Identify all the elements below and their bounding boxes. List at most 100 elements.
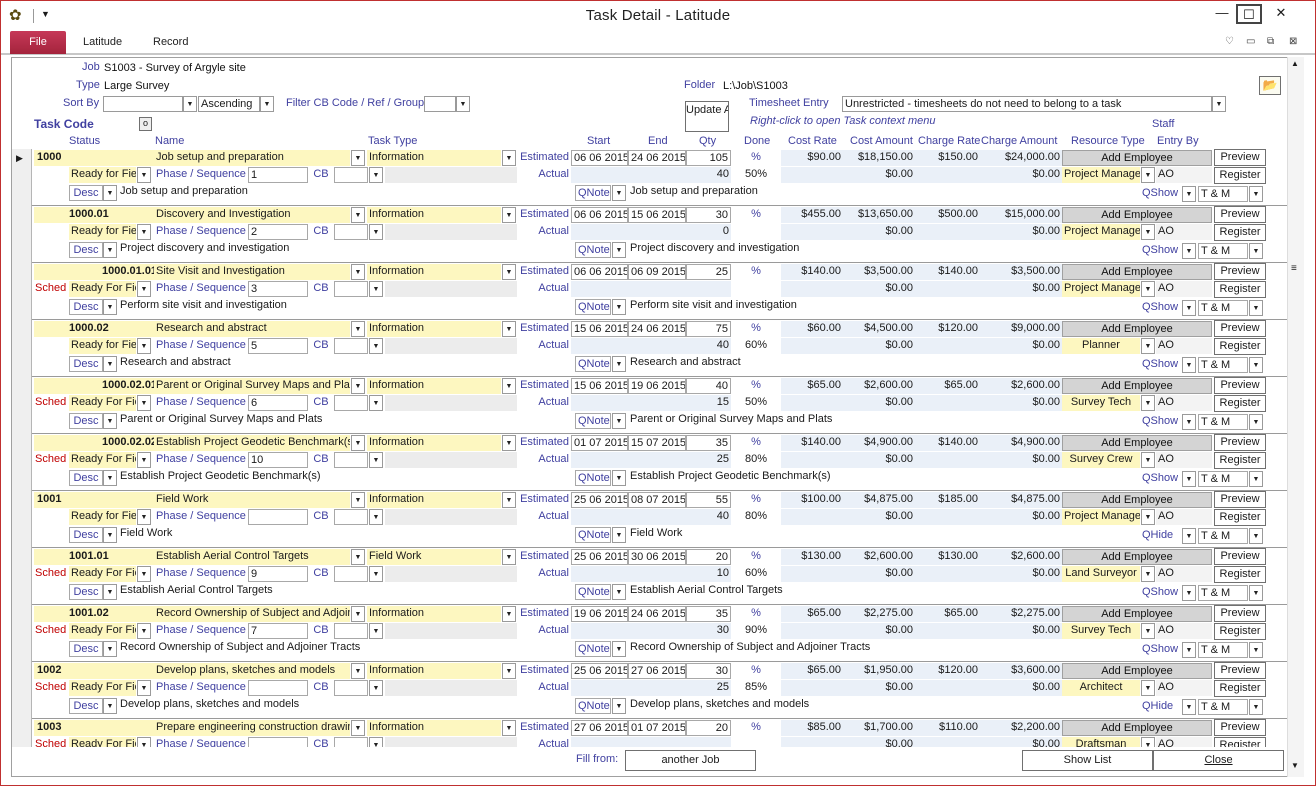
task-description[interactable]: Job setup and preparation (120, 185, 248, 197)
minimize-button[interactable]: — (1208, 4, 1236, 24)
charge-amount[interactable]: $15,000.00 (980, 207, 1062, 223)
task-code-button[interactable]: o (139, 117, 152, 131)
task-code[interactable]: 1000 (34, 150, 154, 166)
preview-button[interactable]: Preview (1214, 491, 1266, 508)
cb-select[interactable] (334, 623, 368, 639)
record-selector[interactable] (12, 548, 32, 605)
status-dropdown[interactable]: ▼ (137, 224, 151, 240)
cost-amount[interactable]: $13,650.00 (843, 207, 915, 223)
task-name[interactable]: Record Ownership of Subject and Adjoinin… (154, 606, 350, 622)
register-button[interactable]: Register (1214, 737, 1266, 747)
done-percent[interactable] (731, 224, 781, 240)
cb-dropdown[interactable]: ▼ (369, 395, 383, 411)
sort-order-dropdown[interactable]: ▼ (260, 96, 274, 112)
task-code[interactable]: 1001.02 (34, 606, 154, 622)
sortby-select[interactable] (103, 96, 183, 112)
task-name[interactable]: Site Visit and Investigation (154, 264, 350, 280)
task-name-dropdown[interactable]: ▼ (351, 264, 365, 280)
task-name[interactable]: Prepare engineering construction drawing… (154, 720, 350, 736)
resource-type-dropdown[interactable]: ▼ (1141, 167, 1155, 183)
cost-amount[interactable]: $4,875.00 (843, 492, 915, 508)
task-record[interactable]: 1001.01 Establish Aerial Control Targets ▼… (12, 548, 1292, 605)
vertical-scrollbar[interactable]: ▲ ≡ ▼ (1287, 57, 1304, 777)
start-date[interactable]: 27 06 2015 (571, 720, 628, 736)
entry-by-value[interactable]: AO (1156, 509, 1212, 525)
sequence-input[interactable]: 6 (248, 395, 308, 411)
cost-amount[interactable]: $18,150.00 (843, 150, 915, 166)
desc-dropdown[interactable]: ▼ (103, 356, 117, 372)
charge-amount[interactable]: $2,200.00 (980, 720, 1062, 736)
task-name-dropdown[interactable]: ▼ (351, 549, 365, 565)
billing-select[interactable]: T & M (1198, 357, 1248, 373)
sequence-input[interactable]: 1 (248, 167, 308, 183)
task-description[interactable]: Research and abstract (120, 356, 231, 368)
desc-label[interactable]: Desc (69, 698, 103, 714)
desc-label[interactable]: Desc (69, 413, 103, 429)
task-type[interactable]: Information (367, 606, 501, 622)
task-description[interactable]: Perform site visit and investigation (120, 299, 287, 311)
task-type-dropdown[interactable]: ▼ (502, 378, 516, 394)
status-select[interactable]: Ready for Fie (69, 509, 136, 525)
charge-amount[interactable]: $4,875.00 (980, 492, 1062, 508)
charge-amount[interactable]: $9,000.00 (980, 321, 1062, 337)
cost-rate[interactable]: $90.00 (781, 150, 843, 166)
preview-button[interactable]: Preview (1214, 377, 1266, 394)
task-record[interactable]: 1000.02.02 Establish Project Geodetic Ben… (12, 434, 1292, 491)
charge-rate[interactable]: $120.00 (915, 663, 980, 679)
quick-access-dropdown-icon[interactable]: ▼ (41, 9, 50, 19)
task-description[interactable]: Parent or Original Survey Maps and Plats (120, 413, 323, 425)
task-type-dropdown[interactable]: ▼ (502, 720, 516, 736)
qnote-label[interactable]: QNote (575, 242, 611, 258)
task-code[interactable]: 1000.01 (34, 207, 154, 223)
task-record[interactable]: ▶ 1000 Job setup and preparation ▼ Informati… (12, 149, 1292, 206)
qnote-label[interactable]: QNote (575, 356, 611, 372)
desc-label[interactable]: Desc (69, 641, 103, 657)
qty-estimated[interactable]: 40 (686, 378, 731, 394)
end-date[interactable]: 24 06 2015 (628, 606, 686, 622)
status-select[interactable]: Ready For Fie (69, 623, 136, 639)
quote-note[interactable]: Develop plans, sketches and models (630, 698, 810, 710)
preview-button[interactable]: Preview (1214, 719, 1266, 736)
cb-select[interactable] (334, 167, 368, 183)
resource-type-select[interactable]: Project Manager (1062, 509, 1140, 525)
task-code[interactable]: 1002 (34, 663, 154, 679)
end-date[interactable]: 24 06 2015 (628, 321, 686, 337)
status-dropdown[interactable]: ▼ (137, 737, 151, 747)
sequence-input[interactable]: 7 (248, 623, 308, 639)
cb-dropdown[interactable]: ▼ (369, 509, 383, 525)
task-type[interactable]: Information (367, 663, 501, 679)
task-type[interactable]: Information (367, 321, 501, 337)
preview-button[interactable]: Preview (1214, 605, 1266, 622)
scroll-down-icon[interactable]: ▼ (1291, 761, 1299, 770)
sort-order-select[interactable]: Ascending (198, 96, 260, 112)
cost-rate[interactable]: $100.00 (781, 492, 843, 508)
another-job-button[interactable]: another Job (625, 750, 756, 771)
charge-amount[interactable]: $3,500.00 (980, 264, 1062, 280)
maximize-button[interactable]: ☐ (1236, 4, 1262, 24)
file-tab[interactable]: File (10, 31, 66, 54)
cb-select[interactable] (334, 395, 368, 411)
done-percent[interactable]: 80% (744, 453, 768, 465)
scroll-up-icon[interactable]: ▲ (1291, 59, 1299, 68)
add-employee-button[interactable]: Add Employee (1062, 264, 1212, 280)
resource-type-select[interactable]: Planner (1062, 338, 1140, 354)
charge-rate[interactable]: $120.00 (915, 321, 980, 337)
done-percent[interactable]: 50% (744, 168, 768, 180)
resource-type-select[interactable]: Land Surveyor (1062, 566, 1140, 582)
billing-select[interactable]: T & M (1198, 642, 1248, 658)
sequence-input[interactable] (248, 509, 308, 525)
desc-label[interactable]: Desc (69, 356, 103, 372)
qnote-dropdown[interactable]: ▼ (612, 470, 626, 486)
status-select[interactable]: Ready For Fie (69, 452, 136, 468)
sortby-dropdown[interactable]: ▼ (183, 96, 197, 112)
done-percent[interactable]: 60% (744, 567, 768, 579)
desc-dropdown[interactable]: ▼ (103, 584, 117, 600)
start-date[interactable]: 15 06 2015 (571, 321, 628, 337)
start-date[interactable]: 19 06 2015 (571, 606, 628, 622)
charge-rate[interactable]: $140.00 (915, 435, 980, 451)
cost-rate[interactable]: $140.00 (781, 264, 843, 280)
resource-type-dropdown[interactable]: ▼ (1141, 737, 1155, 747)
task-record[interactable]: 1001 Field Work ▼ Information ▼ Estimated 25 0… (12, 491, 1292, 548)
entry-by-value[interactable]: AO (1156, 338, 1212, 354)
task-name[interactable]: Discovery and Investigation (154, 207, 350, 223)
